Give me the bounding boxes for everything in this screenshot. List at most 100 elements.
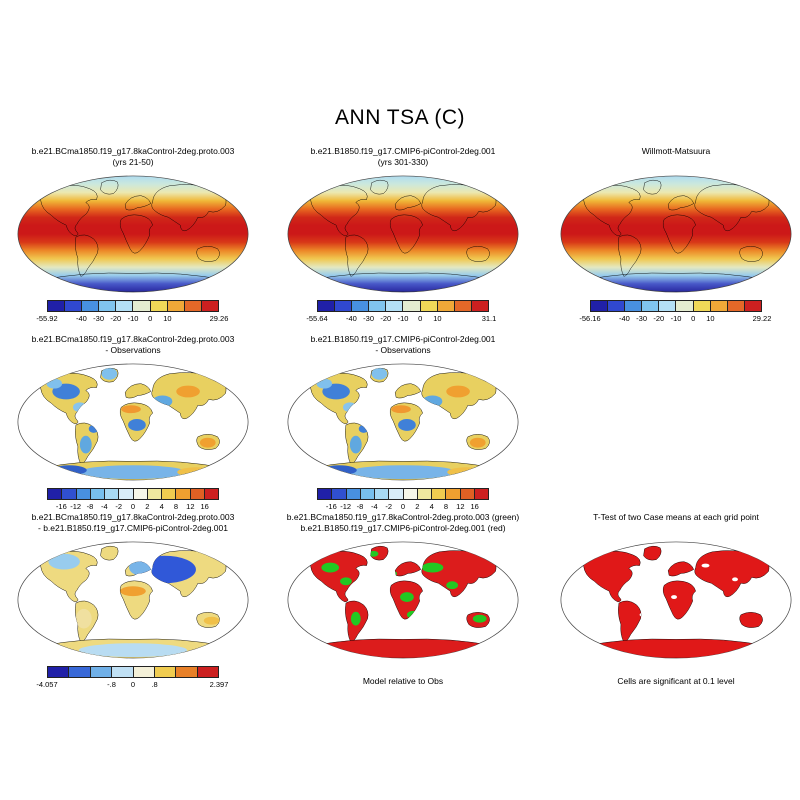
colorbar-cell: [416, 489, 431, 499]
colorbar-cell: [419, 301, 437, 311]
colorbar-cell: [48, 301, 65, 311]
colorbar-tick-label: -10: [670, 314, 682, 323]
world-map-svg: [17, 541, 249, 659]
colorbar-cell: [132, 667, 154, 677]
colorbar-tick-label: 8: [443, 502, 449, 511]
panel-title: b.e21.BCma1850.f19_g17.8kaControl-2deg.p…: [278, 512, 528, 538]
panel-case1-minus-case2: b.e21.BCma1850.f19_g17.8kaControl-2deg.p…: [8, 512, 258, 690]
colorbar-tick-label: 2.397: [209, 680, 229, 689]
panel-title-line1: b.e21.BCma1850.f19_g17.8kaControl-2deg.p…: [31, 146, 235, 156]
colorbar-tick-label: -40: [618, 314, 630, 323]
colorbar-cell: [98, 301, 116, 311]
colorbar-tick-label: 10: [433, 314, 442, 323]
panel-title-line2: - Observations: [375, 345, 431, 355]
world-map: [278, 174, 528, 294]
panel-caption: Model relative to Obs: [362, 676, 444, 686]
colorbar-cell: [61, 489, 76, 499]
panel-title-line2: b.e21.B1850.f19_g17.CMIP6-piControl-2deg…: [300, 523, 506, 533]
colorbar-cell: [388, 489, 403, 499]
panel-title: b.e21.BCma1850.f19_g17.8kaControl-2deg.p…: [8, 146, 258, 172]
world-map-svg: [17, 363, 249, 481]
colorbar-tick-label: 16: [470, 502, 479, 511]
colorbar-tick-label: -8: [86, 502, 94, 511]
colorbar-cell: [470, 301, 488, 311]
colorbar-cell: [175, 667, 197, 677]
colorbar: -16 -12 -8 -4 -2 0 2 4 8 12 16: [47, 488, 219, 512]
colorbar-cell: [675, 301, 693, 311]
panel-title-line2: (yrs 301-330): [377, 157, 429, 167]
colorbar-tick-label: -16: [325, 502, 337, 511]
panel-title-line1: b.e21.BCma1850.f19_g17.8kaControl-2deg.p…: [31, 512, 235, 522]
colorbar-cell: [175, 489, 190, 499]
colorbar-cell: [115, 301, 133, 311]
colorbar-tick-label: 4: [429, 502, 434, 511]
colorbar-tick-label: -10: [127, 314, 139, 323]
panel-case2-minus-obs: b.e21.B1850.f19_g17.CMIP6-piControl-2deg…: [278, 334, 528, 512]
colorbar-tick-label: -8: [356, 502, 364, 511]
colorbar-tick-label: 29.26: [209, 314, 229, 323]
world-map: [8, 174, 258, 294]
colorbar-tick-label: -20: [380, 314, 392, 323]
panel-title-line2: - Observations: [105, 345, 161, 355]
colorbar-tick-label: -20: [110, 314, 122, 323]
colorbar-tick-label: -4: [370, 502, 378, 511]
panel-ttest: T-Test of two Case means at each grid po…: [551, 512, 800, 686]
world-map-svg: [560, 175, 792, 293]
colorbar-labels: -55.64 -40 -30 -20 -10 0 10 31.1: [306, 314, 496, 324]
colorbar-tick-label: -20: [653, 314, 665, 323]
colorbar-labels: -55.92 -40 -30 -20 -10 0 10 29.26: [36, 314, 228, 324]
colorbar-cell: [89, 489, 104, 499]
colorbar-tick-label: -40: [345, 314, 357, 323]
colorbar-tick-label: -55.64: [306, 314, 328, 323]
colorbar-tick-label: 0: [148, 314, 153, 323]
world-map: [8, 540, 258, 660]
figure-title: ANN TSA (C): [335, 106, 465, 129]
colorbar-cell: [591, 301, 608, 311]
colorbar-strip: [317, 488, 489, 500]
colorbar-tick-label: 0: [418, 314, 423, 323]
colorbar-tick-label: 8: [173, 502, 179, 511]
colorbar-tick-label: 12: [186, 502, 195, 511]
colorbar-cell: [196, 667, 218, 677]
colorbar-cell: [118, 489, 133, 499]
panel-title-line1: b.e21.B1850.f19_g17.CMIP6-piControl-2deg…: [310, 146, 496, 156]
colorbar-tick-label: -12: [70, 502, 82, 511]
colorbar-cell: [318, 489, 332, 499]
panel-title: b.e21.BCma1850.f19_g17.8kaControl-2deg.p…: [8, 512, 258, 538]
colorbar-tick-label: 16: [200, 502, 209, 511]
colorbar-cell: [709, 301, 727, 311]
colorbar-cell: [459, 489, 474, 499]
panel-case1-minus-obs: b.e21.BCma1850.f19_g17.8kaControl-2deg.p…: [8, 334, 258, 512]
colorbar-tick-label: -30: [363, 314, 375, 323]
colorbar-cell: [64, 301, 82, 311]
world-map-svg: [17, 175, 249, 293]
colorbar-cell: [166, 301, 184, 311]
colorbar-tick-label: -12: [340, 502, 352, 511]
world-map: [551, 540, 800, 660]
colorbar-tick-label: -2: [385, 502, 392, 511]
colorbar-cell: [153, 667, 176, 677]
colorbar-tick-label: .8: [151, 680, 158, 689]
colorbar-labels: -16 -12 -8 -4 -2 0 2 4 8 12 16: [47, 502, 219, 512]
colorbar-cell: [200, 301, 218, 311]
colorbar-tick-label: 10: [706, 314, 715, 323]
colorbar-tick-label: -40: [75, 314, 87, 323]
world-map-svg: [287, 175, 519, 293]
world-map-svg: [287, 541, 519, 659]
world-map: [551, 174, 800, 294]
colorbar-cell: [368, 301, 386, 311]
panel-title-line1: b.e21.B1850.f19_g17.CMIP6-piControl-2deg…: [310, 334, 496, 344]
colorbar-labels: -4.057 -.8 0 .8 2.397: [36, 680, 228, 690]
colorbar-cell: [331, 489, 346, 499]
colorbar-cell: [345, 489, 360, 499]
colorbar-tick-label: -30: [636, 314, 648, 323]
colorbar-cell: [89, 667, 112, 677]
colorbar-cell: [132, 301, 150, 311]
colorbar-cell: [641, 301, 659, 311]
colorbar-tick-label: -2: [115, 502, 122, 511]
panel-title-line1: b.e21.BCma1850.f19_g17.8kaControl-2deg.p…: [31, 334, 235, 344]
panel-title: b.e21.BCma1850.f19_g17.8kaControl-2deg.p…: [8, 334, 258, 360]
colorbar-cell: [81, 301, 99, 311]
world-map: [278, 540, 528, 660]
